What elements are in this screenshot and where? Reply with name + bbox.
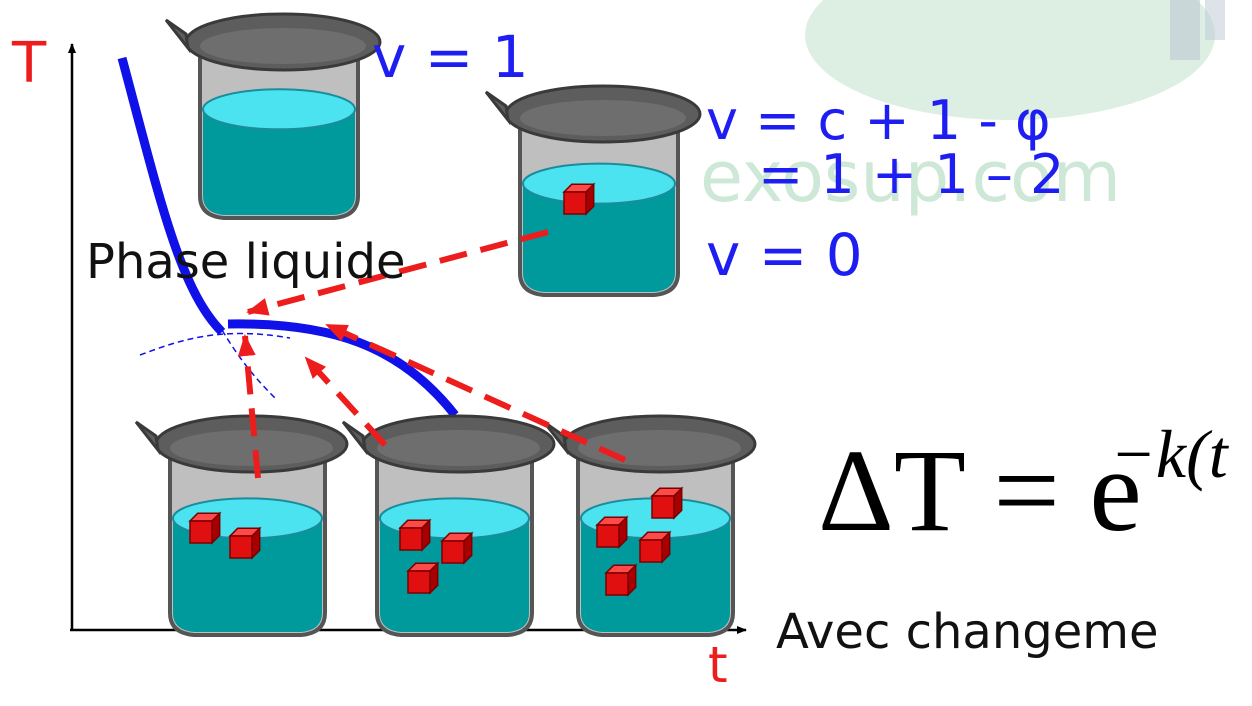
equation-exponent: −k(t (1110, 416, 1228, 492)
ice-cube (398, 518, 432, 552)
beaker-water (203, 109, 355, 215)
x-axis-label: t (708, 636, 728, 694)
beaker-bottom-2 (341, 414, 556, 637)
equation-main: ΔT = e (818, 425, 1142, 556)
beaker-water (173, 518, 322, 632)
variance-formula: v = c + 1 - φ (706, 89, 1051, 152)
beaker-bottom-3 (542, 414, 757, 637)
beaker-bottom-1 (134, 414, 349, 637)
beaker-water (523, 183, 675, 292)
guide-curve-horizontal (139, 332, 291, 356)
ice-cube (562, 182, 596, 216)
arrow-from-bottom-3 (325, 322, 627, 463)
water-surface (522, 162, 676, 205)
beaker-spout (341, 420, 368, 456)
ice-cube (440, 531, 474, 565)
water-surface (202, 88, 356, 131)
watermark-text: exosup.com (700, 136, 1121, 218)
y-axis-label: T (12, 31, 47, 96)
red-arrows (237, 229, 627, 479)
beaker-spout (542, 420, 569, 456)
watermark-logo (805, 0, 1225, 120)
avec-changement-text: Avec changeme (776, 604, 1159, 660)
arrow-from-top-beaker (246, 229, 549, 316)
variance-calculation: = 1 + 1 – 2 (758, 143, 1065, 206)
ice-cube (638, 530, 672, 564)
beakers (134, 12, 757, 637)
cooling-curve-plateau (227, 319, 459, 418)
beaker-top-right (484, 84, 702, 297)
ice-cube (228, 526, 262, 560)
beaker-spout (164, 18, 191, 54)
ice-cube (595, 515, 629, 549)
arrow-from-bottom-1 (237, 334, 261, 479)
variance-zero-label: v = 0 (706, 221, 863, 289)
phase-label: Phase liquide (86, 234, 406, 290)
ice-cube (406, 561, 440, 595)
ice-cube (188, 511, 222, 545)
ice-cube (650, 486, 684, 520)
variance-one-label: v = 1 (372, 23, 529, 91)
beaker-top-left (164, 12, 382, 220)
arrow-from-bottom-2 (303, 355, 388, 448)
beaker-spout (134, 420, 161, 456)
beaker-spout (484, 90, 511, 126)
cooling-curve-liquid (117, 56, 226, 336)
ice-cube (604, 563, 638, 597)
